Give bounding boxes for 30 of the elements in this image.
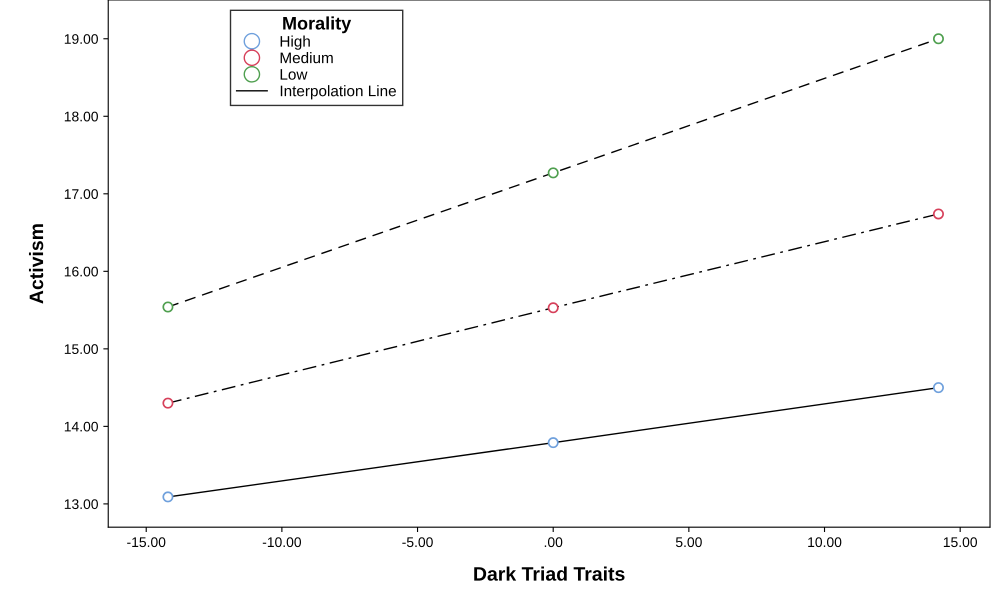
x-tick-label: 15.00 bbox=[944, 537, 978, 548]
point bbox=[162, 491, 174, 502]
point bbox=[548, 437, 559, 448]
x-axis-title: Dark Triad Traits bbox=[474, 566, 625, 581]
point bbox=[932, 33, 944, 44]
legend-title: Morality bbox=[283, 16, 352, 34]
legend-label: Interpolation Line bbox=[280, 85, 396, 100]
y-axis-title: Activism bbox=[28, 224, 44, 304]
point bbox=[932, 382, 944, 394]
point bbox=[548, 302, 559, 314]
x-tick-label: -5.00 bbox=[402, 537, 433, 548]
y-tick-label: 15.00 bbox=[64, 344, 98, 354]
y-tick-label: 13.00 bbox=[64, 499, 98, 510]
point bbox=[162, 301, 174, 312]
y-tick-label: 14.00 bbox=[64, 422, 98, 432]
legend-label: Medium bbox=[280, 52, 333, 64]
x-tick-label: 10.00 bbox=[808, 537, 842, 548]
point bbox=[548, 167, 559, 178]
legend-label: High bbox=[280, 36, 310, 50]
y-tick-label: 16.00 bbox=[64, 266, 98, 276]
x-tick-label: 5.00 bbox=[676, 537, 702, 548]
x-tick-label: -15.00 bbox=[127, 537, 166, 548]
x-tick-label: .00 bbox=[544, 537, 562, 548]
legend-label: Low bbox=[280, 69, 308, 80]
point bbox=[932, 208, 944, 220]
x-tick-label: -10.00 bbox=[262, 537, 302, 548]
y-tick-label: 17.00 bbox=[64, 189, 98, 199]
point bbox=[162, 398, 174, 409]
y-tick-label: 19.00 bbox=[64, 34, 98, 44]
y-tick-label: 18.00 bbox=[64, 112, 98, 122]
